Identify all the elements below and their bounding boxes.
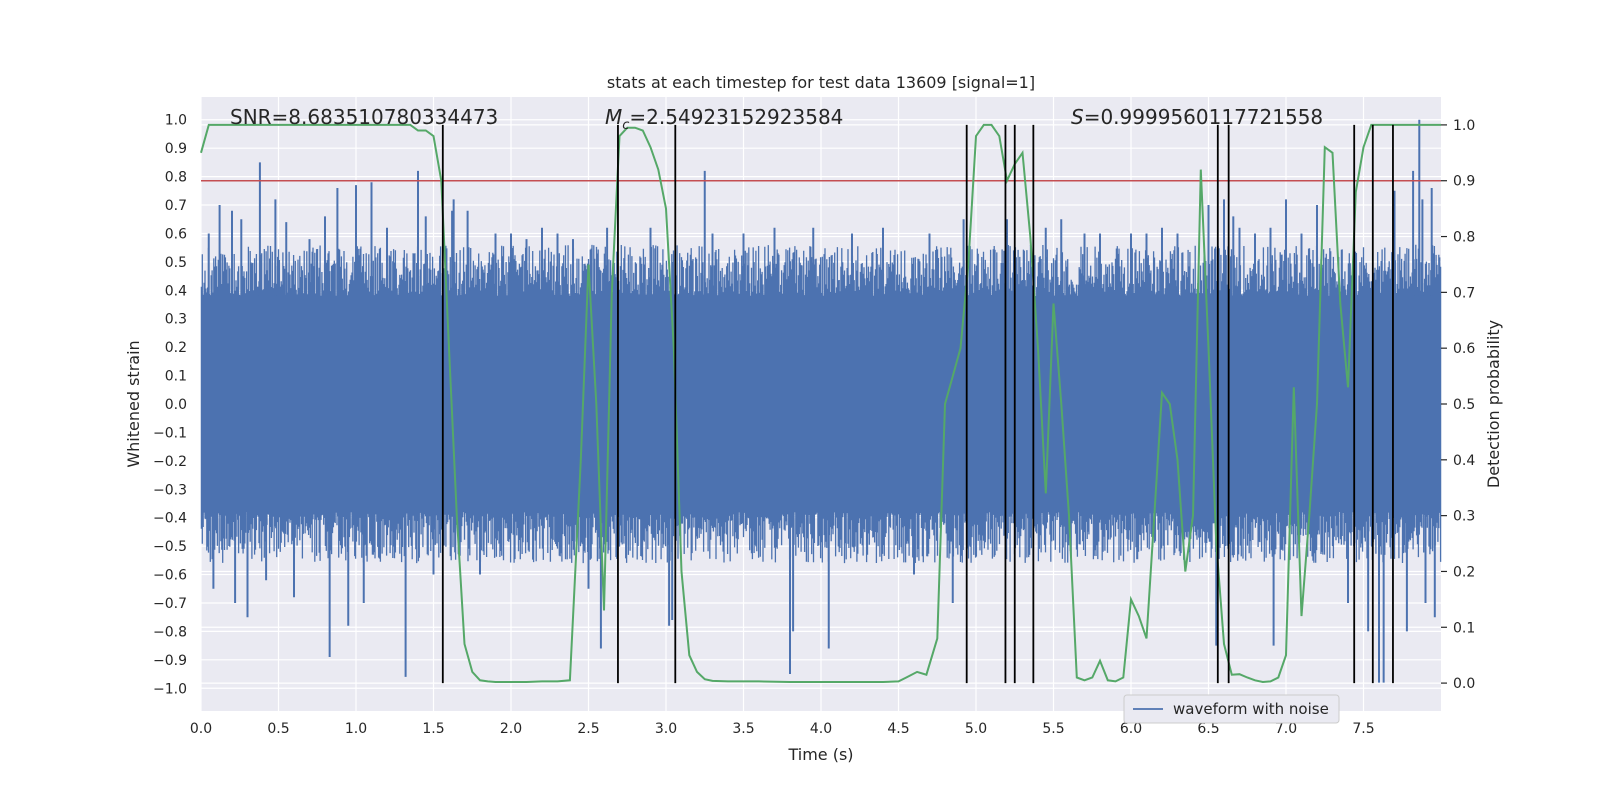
x-tick-label: 0.0 <box>190 721 212 737</box>
y-tick-label: 0.7 <box>165 198 187 214</box>
x-tick-label: 4.5 <box>887 721 909 737</box>
x-axis-ticks: 0.0 0.5 1.0 1.5 2.0 2.5 3.0 3.5 4.0 4.5 5.0 5.5 6.0 6… <box>190 721 1375 737</box>
x-tick-label: 5.0 <box>965 721 987 737</box>
y-tick-label: −0.7 <box>153 596 187 612</box>
y-tick-label: 0.0 <box>165 397 187 413</box>
x-tick-label: 2.5 <box>577 721 599 737</box>
x-tick-label: 1.0 <box>345 721 367 737</box>
y-tick-label: 1.0 <box>165 113 187 129</box>
y2-tick-label: 0.9 <box>1453 174 1475 190</box>
y-tick-label: −0.2 <box>153 454 187 470</box>
y-tick-label: 0.4 <box>165 283 187 299</box>
y-tick-label: 0.9 <box>165 141 187 157</box>
y2-tick-label: 1.0 <box>1453 118 1475 134</box>
y2-tick-label: 0.1 <box>1453 620 1475 636</box>
y-tick-label: −0.9 <box>153 653 187 669</box>
y-tick-label: 0.3 <box>165 312 187 328</box>
y2-tick-label: 0.3 <box>1453 509 1475 525</box>
x-tick-label: 5.5 <box>1042 721 1064 737</box>
x-tick-label: 6.5 <box>1197 721 1219 737</box>
chirp-mass-value: =2.54923152923584 <box>629 105 843 129</box>
y-tick-label: −0.6 <box>153 568 187 584</box>
probability-line <box>200 123 1441 684</box>
legend-box <box>1123 694 1340 724</box>
y-tick-label: 0.1 <box>165 369 187 385</box>
y-tick-label: 0.2 <box>165 340 187 356</box>
x-tick-label: 7.0 <box>1275 721 1297 737</box>
y-tick-label: −0.1 <box>153 425 187 441</box>
y-tick-label: −1.0 <box>153 681 187 697</box>
y2-axis-label: Detection probability <box>1484 320 1503 488</box>
x-tick-label: 4.0 <box>810 721 832 737</box>
chirp-mass-annotation: Mc=2.54923152923584 <box>605 105 843 133</box>
y2-axis-ticks: 0.0 0.1 0.2 0.3 0.4 0.5 0.6 0.7 0.8 0.9 1.0 <box>1441 118 1475 692</box>
y-tick-label: 0.6 <box>165 226 187 242</box>
legend-label: waveform with noise <box>1173 700 1329 718</box>
y2-tick-label: 0.6 <box>1453 341 1475 357</box>
x-tick-label: 0.5 <box>267 721 289 737</box>
s-annotation: S=0.9999560117721558 <box>1071 105 1323 129</box>
x-tick-label: 3.0 <box>655 721 677 737</box>
x-tick-label: 1.5 <box>422 721 444 737</box>
y2-tick-label: 0.0 <box>1453 676 1475 692</box>
detection-markers <box>441 124 1394 684</box>
y-tick-label: 0.5 <box>165 255 187 271</box>
y-tick-label: −0.4 <box>153 511 187 527</box>
y2-tick-label: 0.5 <box>1453 397 1475 413</box>
y2-tick-label: 0.7 <box>1453 285 1475 301</box>
legend: waveform with noise <box>1123 694 1340 724</box>
chart-title: stats at each timestep for test data 136… <box>607 73 1035 92</box>
probability-series <box>200 123 1441 684</box>
y-tick-label: −0.8 <box>153 624 187 640</box>
chirp-mass-subscript: c <box>622 118 629 133</box>
y-tick-label: −0.3 <box>153 482 187 498</box>
x-tick-label: 7.5 <box>1352 721 1374 737</box>
x-tick-label: 6.0 <box>1120 721 1142 737</box>
waveform-series <box>200 119 1442 683</box>
chirp-mass-symbol: M <box>605 105 622 129</box>
y2-tick-label: 0.2 <box>1453 564 1475 580</box>
y-tick-label: 0.8 <box>165 170 187 186</box>
y2-tick-label: 0.4 <box>1453 453 1475 469</box>
s-symbol: S <box>1071 105 1084 129</box>
waveform-core-band <box>201 295 1441 513</box>
y-axis-label: Whitened strain <box>124 340 143 467</box>
y-tick-label: −0.5 <box>153 539 187 555</box>
x-axis-label: Time (s) <box>787 745 853 764</box>
x-tick-label: 3.5 <box>732 721 754 737</box>
y2-tick-label: 0.8 <box>1453 230 1475 246</box>
snr-annotation: SNR=8.683510780334473 <box>230 105 498 129</box>
y-axis-ticks: −1.0 −0.9 −0.8 −0.7 −0.6 −0.5 −0.4 −0.3 −0.2 −0.1… <box>153 113 187 698</box>
s-value: =0.9999560117721558 <box>1084 105 1323 129</box>
x-tick-label: 2.0 <box>500 721 522 737</box>
